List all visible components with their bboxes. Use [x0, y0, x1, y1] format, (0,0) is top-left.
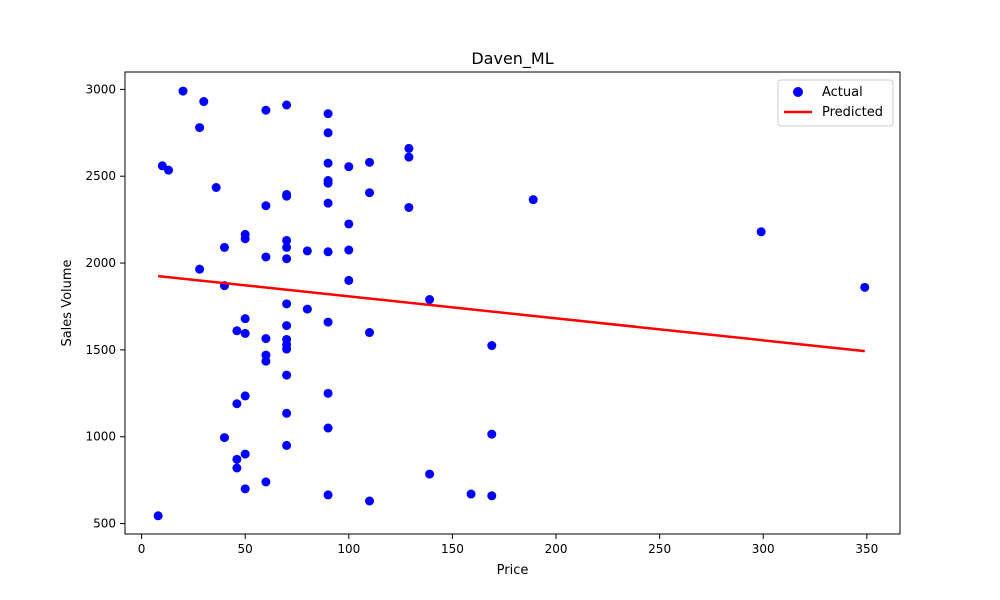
data-point-actual	[365, 328, 375, 338]
data-point-actual	[323, 178, 333, 188]
legend: Actual Predicted	[777, 79, 894, 127]
data-point-actual	[240, 234, 250, 244]
data-point-actual	[219, 433, 229, 443]
data-point-actual	[365, 157, 375, 167]
data-point-actual	[232, 463, 242, 473]
data-point-actual	[232, 326, 242, 336]
data-point-actual	[425, 295, 435, 305]
data-point-actual	[323, 317, 333, 327]
x-tick-label: 50	[238, 542, 253, 556]
x-tick-label: 0	[138, 542, 146, 556]
data-point-actual	[219, 242, 229, 252]
data-point-actual	[282, 254, 292, 264]
data-point-actual	[282, 299, 292, 309]
data-point-actual	[195, 123, 205, 133]
data-point-actual	[282, 370, 292, 380]
data-point-actual	[178, 86, 188, 96]
x-tick-label: 200	[545, 542, 568, 556]
data-point-actual	[261, 356, 271, 366]
data-point-actual	[282, 321, 292, 331]
x-axis-ticks: 0 50 100 150 200 250 300 350	[138, 534, 878, 556]
data-point-actual	[240, 328, 250, 338]
data-point-actual	[240, 484, 250, 494]
data-point-actual	[282, 344, 292, 354]
data-point-actual	[153, 511, 163, 521]
y-axis-ticks: 500 1000 1500 2000 2500 3000	[85, 82, 125, 531]
data-point-actual	[232, 454, 242, 464]
data-point-actual	[404, 143, 414, 153]
data-point-actual	[323, 158, 333, 168]
data-point-actual	[344, 219, 354, 229]
data-point-actual	[195, 264, 205, 274]
data-point-actual	[282, 235, 292, 245]
data-point-actual	[404, 152, 414, 162]
y-tick-label: 1500	[85, 343, 116, 357]
data-point-actual	[344, 275, 354, 285]
data-point-actual	[528, 195, 538, 205]
data-point-actual	[232, 399, 242, 409]
data-point-actual	[302, 304, 312, 314]
predicted-line	[158, 274, 865, 353]
data-point-actual	[323, 490, 333, 500]
data-point-actual	[323, 198, 333, 208]
data-point-actual	[164, 165, 174, 175]
data-point-actual	[344, 245, 354, 255]
data-point-actual	[302, 246, 312, 256]
y-tick-label: 1000	[85, 430, 116, 444]
plot-frame	[124, 71, 901, 535]
data-point-actual	[323, 128, 333, 138]
legend-label-actual: Actual	[822, 85, 863, 100]
data-point-actual	[282, 242, 292, 252]
data-point-actual	[240, 314, 250, 324]
data-point-actual	[487, 341, 497, 351]
data-point-actual	[282, 100, 292, 110]
data-point-actual	[323, 388, 333, 398]
y-tick-label: 3000	[85, 82, 116, 96]
data-point-actual	[240, 449, 250, 459]
legend-marker-actual	[793, 87, 803, 97]
x-tick-label: 150	[441, 542, 464, 556]
data-point-actual	[365, 496, 375, 506]
data-point-actual	[240, 391, 250, 401]
legend-box	[777, 79, 894, 127]
x-tick-label: 250	[648, 542, 671, 556]
data-point-actual	[466, 489, 476, 499]
plot-area	[125, 72, 900, 534]
data-point-actual	[487, 429, 497, 439]
data-point-actual	[211, 183, 221, 192]
data-point-actual	[261, 252, 271, 262]
data-point-actual	[365, 188, 375, 198]
data-point-actual	[756, 227, 766, 237]
data-point-actual	[261, 334, 271, 344]
data-point-actual	[282, 408, 292, 418]
data-point-actual	[323, 109, 333, 119]
data-point-actual	[261, 201, 271, 211]
y-tick-label: 2500	[85, 169, 116, 183]
data-point-actual	[261, 105, 271, 115]
data-point-actual	[487, 491, 497, 501]
data-point-actual	[344, 162, 354, 172]
data-point-actual	[282, 440, 292, 450]
data-point-actual	[199, 97, 209, 107]
data-point-actual	[282, 191, 292, 201]
data-point-actual	[425, 469, 435, 479]
predicted-line-layer	[158, 274, 865, 353]
x-tick-label: 300	[752, 542, 775, 556]
data-point-actual	[860, 282, 870, 292]
actual-points	[153, 86, 870, 521]
y-tick-label: 2000	[85, 256, 116, 270]
data-point-actual	[404, 202, 414, 212]
y-axis-label: Sales Volume	[60, 259, 75, 346]
legend-label-predicted: Predicted	[822, 105, 883, 120]
data-point-actual	[323, 423, 333, 433]
data-point-actual	[323, 247, 333, 257]
data-point-actual	[261, 477, 271, 487]
y-tick-label: 500	[93, 517, 116, 531]
x-tick-label: 350	[855, 542, 878, 556]
chart-title: Daven_ML	[471, 49, 553, 69]
x-tick-label: 100	[337, 542, 360, 556]
x-axis-label: Price	[497, 563, 529, 578]
